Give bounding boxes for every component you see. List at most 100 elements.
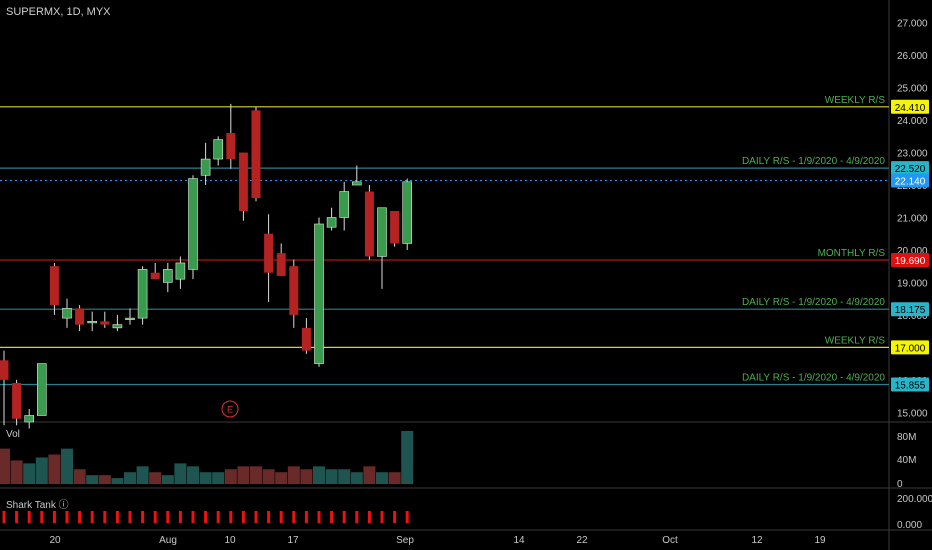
candle-body [339,191,350,218]
earnings-marker [221,400,239,418]
candle-body [24,415,35,423]
volume-bar [0,448,10,484]
volume-bar [48,454,61,484]
level-label: DAILY R/S - 1/9/2020 - 4/9/2020 [742,373,885,384]
candle-body [226,133,236,160]
level-price-tag [891,99,929,114]
shark-tank-pane-label: Shark Tank ⓘ [6,500,69,511]
price-tick-label: 19.000 [897,278,928,289]
candle-body [264,233,274,273]
shark-bar [279,511,283,523]
earnings-marker-label: E [227,405,233,415]
volume-bar [111,478,124,484]
candle-body [238,152,248,211]
shark-bar [65,511,69,523]
candle-body [377,207,387,257]
level-price-tag-label: 18.175 [895,305,926,316]
volume-bar [313,466,325,484]
candle-body [213,139,223,160]
volume-bar [23,463,36,484]
shark-bar [241,511,245,523]
time-tick-label: 10 [224,535,236,546]
volume-bar [338,469,351,484]
time-tick-label: Aug [159,535,177,546]
shark-bar [216,511,220,523]
volume-bar [237,466,250,484]
volume-bar [174,463,187,484]
volume-bar [376,472,388,484]
time-tick-label: 17 [287,535,299,546]
shark-bar [229,511,233,523]
level-label: MONTHLY R/S [818,248,886,259]
shark-bar [141,511,145,523]
candle-body [351,181,362,186]
level-price-tag-label: 24.410 [895,103,926,114]
shark-bar [166,511,170,523]
shark-bar [204,511,208,523]
shark-bar [178,511,182,523]
candle-body [390,211,400,244]
price-tick-label: 26.000 [897,51,928,62]
shark-bar [304,511,308,523]
shark-bar [405,511,409,523]
candle-body [200,158,211,176]
volume-bar [262,469,275,484]
volume-bar [212,472,225,484]
candle-body [125,317,135,320]
shark-bar [292,511,296,523]
volume-bar [73,469,86,484]
level-price-tag [891,253,929,268]
volume-bar [86,475,99,484]
shark-bar [52,511,56,523]
level-price-tag-label: 19.690 [895,256,926,267]
last-price-tag [891,173,929,188]
candle-body [112,324,123,329]
volume-bar [10,460,23,484]
candle-body [75,308,85,325]
candle-body [314,223,324,364]
volume-tick-label: 80M [897,432,916,443]
price-tick-label: 25.000 [897,84,928,95]
shark-bar [254,511,258,523]
candle-body [289,266,299,315]
candle-body [12,383,22,419]
shark-bar [153,511,157,523]
last-price-tag-label: 22.140 [895,176,926,187]
level-price-tag-label: 17.000 [895,343,926,354]
shark-bar [330,511,334,523]
volume-bar [61,448,73,484]
volume-bar [149,472,162,484]
candle-body [36,363,47,416]
shark-bar [393,511,397,523]
volume-bar [388,472,401,484]
candle-body [188,178,198,270]
shark-bar [2,511,6,523]
volume-bar [224,469,237,484]
candle-body [87,321,97,324]
volume-bar [199,472,212,484]
volume-pane-label: Vol [6,429,20,440]
volume-bar [250,466,262,484]
shark-bar [103,511,107,523]
price-tick-label: 15.000 [897,408,928,419]
volume-bar [275,472,288,484]
level-price-tag [891,161,929,176]
level-price-tag-label: 15.855 [895,381,926,392]
candle-body [301,327,311,351]
candle-body [276,253,286,276]
level-label: DAILY R/S - 1/9/2020 - 4/9/2020 [742,297,885,308]
price-tick-label: 24.000 [897,116,928,127]
volume-bar [98,475,111,484]
shark-bar [342,511,346,523]
volume-bar [300,469,313,484]
shark-bar [317,511,321,523]
time-tick-label: 14 [513,535,525,546]
shark-bar [128,511,132,523]
volume-bar [401,430,414,484]
time-tick-label: 20 [49,535,61,546]
candle-body [326,217,337,228]
volume-bar [187,466,199,484]
candle-body [62,308,72,319]
price-tick-label: 20.000 [897,246,928,257]
